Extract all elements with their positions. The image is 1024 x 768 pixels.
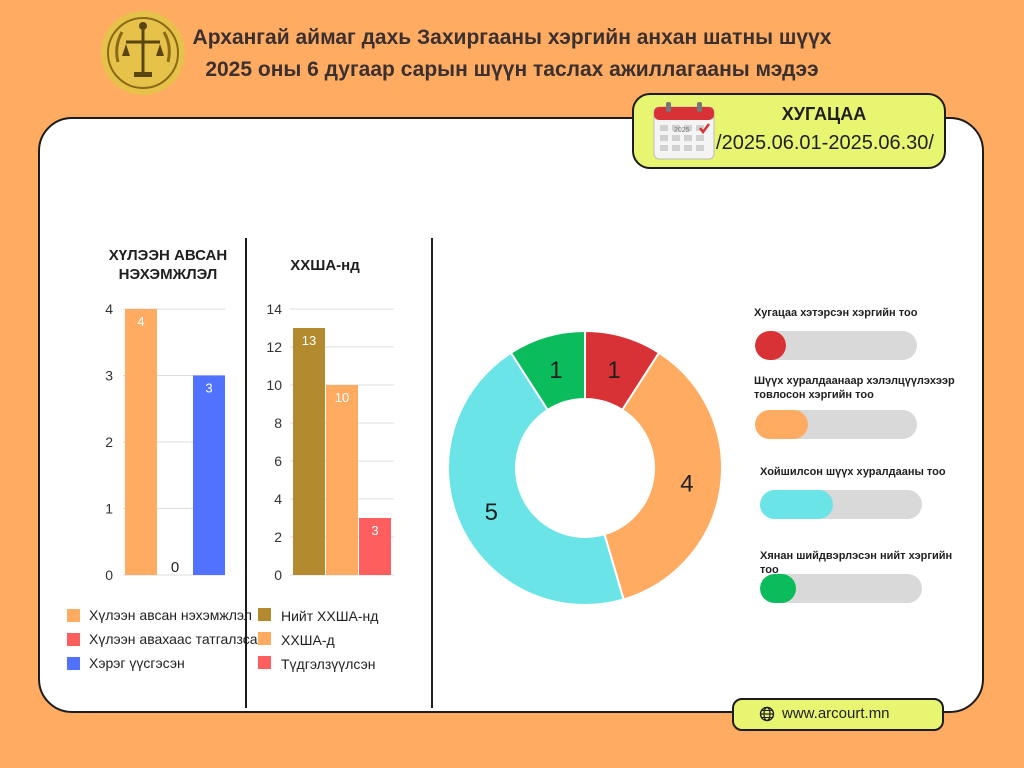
court-emblem-logo	[100, 10, 186, 96]
calendar-icon: 2025	[652, 101, 716, 161]
chart2-ytick-6: 12	[266, 339, 282, 355]
progress-fill-3	[760, 574, 796, 603]
chart2-bar-1	[326, 385, 358, 575]
chart1-bar-0	[125, 309, 157, 575]
chart2-value-label-0: 13	[302, 333, 316, 348]
donut-label-2: 5	[485, 499, 498, 526]
progress-label-3: Хянан шийдвэрлэсэн нийт хэргийн тоо	[760, 550, 953, 576]
chart1-bar-2	[193, 375, 225, 575]
globe-icon	[759, 706, 775, 727]
chart2-legend-label-2: Түдгэлзүүлсэн	[281, 656, 376, 672]
chart2-ytick-3: 6	[274, 453, 282, 469]
period-label: ХУГАЦАА	[781, 104, 867, 124]
chart2-ytick-5: 10	[266, 377, 282, 393]
progress-label-2: Хойшилсон шүүх хуралдааны тоо	[760, 466, 946, 478]
chart2-legend-label-0: Нийт ХХША-нд	[281, 608, 379, 624]
donut-slice-2	[447, 351, 625, 606]
chart2-value-label-2: 3	[371, 523, 378, 538]
chart1-legend-swatch-0	[67, 609, 80, 622]
progress-fill-0	[755, 331, 786, 360]
chart1-legend-swatch-1	[67, 633, 80, 646]
progress-track-2	[760, 490, 922, 519]
chart2-ytick-7: 14	[266, 301, 282, 317]
donut-slice-1	[603, 351, 723, 601]
calendar-tag: 2025	[674, 127, 690, 134]
website-link[interactable]: www.arcourt.mn	[782, 705, 890, 722]
progress-track-1	[755, 410, 917, 439]
divider-right	[431, 238, 433, 708]
chart1-ytick-3: 3	[105, 368, 113, 384]
chart2-bars: 0 2 4 6 8 10 12 14 13 10 3	[266, 301, 394, 583]
donut-label-1: 4	[680, 471, 693, 498]
chart1-value-label-0: 4	[137, 314, 144, 329]
divider-left	[245, 238, 247, 708]
progress-track-3	[760, 574, 922, 603]
chart1-value-label-1: 0	[171, 559, 179, 576]
progress-label-1: Шүүх хуралдаанаар хэлэлцүүлэхээр товлосо…	[754, 375, 955, 401]
chart1-legend-swatch-2	[67, 657, 80, 670]
chart2-bar-2	[359, 518, 391, 575]
chart1-ytick-0: 0	[105, 567, 113, 583]
chart1-ytick-1: 1	[105, 501, 113, 517]
progress-track-0	[755, 331, 917, 360]
chart2-ytick-1: 2	[274, 529, 282, 545]
chart1-value-label-2: 3	[205, 381, 212, 396]
progress-fill-2	[760, 490, 833, 519]
page-title-line1: Архангай аймаг дахь Захиргааны хэргийн а…	[192, 26, 832, 49]
chart2-legend-swatch-2	[258, 656, 271, 669]
chart1-ytick-2: 2	[105, 434, 113, 450]
period-range: /2025.06.01-2025.06.30/	[716, 132, 934, 154]
chart2-ytick-0: 0	[274, 567, 282, 583]
page-title-line2: 2025 оны 6 дугаар сарын шүүн таслах ажил…	[205, 58, 819, 81]
chart1-legend-label-1: Хүлээн авахаас татгалзсан	[89, 631, 266, 647]
chart2-ytick-2: 4	[274, 491, 282, 507]
chart1-bars: 0 1 2 3 4 4 0 3	[105, 301, 225, 583]
chart2-value-label-1: 10	[335, 390, 349, 405]
chart1-ytick-4: 4	[105, 301, 113, 317]
chart2-bar-0	[293, 328, 325, 575]
donut-label-3: 1	[549, 357, 562, 384]
chart1-legend-label-2: Хэрэг үүсгэсэн	[89, 655, 185, 671]
donut-chart: 1 4 5 1	[447, 329, 723, 606]
chart2-legend-label-1: ХХША-д	[281, 632, 335, 648]
donut-label-0: 1	[607, 357, 620, 384]
chart2-title: ХХША-нд	[290, 257, 360, 274]
chart2-ytick-4: 8	[274, 415, 282, 431]
progress-fill-1	[755, 410, 809, 439]
donut-slice-3	[509, 329, 586, 412]
progress-label-0: Хугацаа хэтэрсэн хэргийн тоо	[754, 307, 918, 319]
chart1-legend-label-0: Хүлээн авсан нэхэмжлэл	[89, 607, 252, 623]
chart2-legend-swatch-0	[258, 608, 271, 621]
chart1-title: ХҮЛЭЭН АВСАН НЭХЭМЖЛЭЛ	[108, 247, 228, 283]
chart2-legend-swatch-1	[258, 632, 271, 645]
